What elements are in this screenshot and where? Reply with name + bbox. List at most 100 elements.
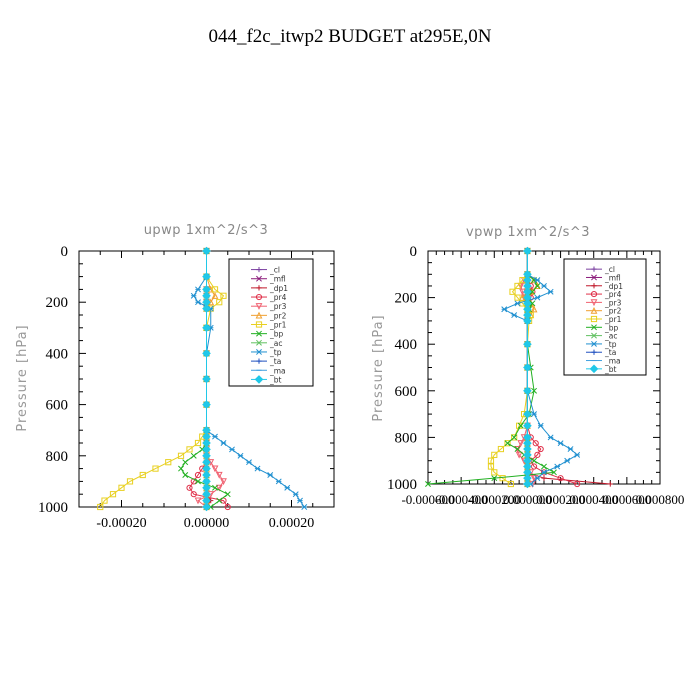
vpwp-point	[514, 294, 521, 301]
upwp-y-axis-label: Pressure [hPa]	[15, 324, 30, 431]
upwp-legend-marker	[255, 293, 263, 301]
figure-title: 044_f2c_itwp2 BUDGET at295E,0N	[208, 26, 491, 47]
vpwp-legend-label: _pr3	[604, 298, 622, 307]
upwp-legend-marker	[256, 339, 262, 346]
vpwp-point	[541, 282, 547, 289]
upwp-point	[212, 484, 218, 491]
vpwp-legend-marker	[591, 274, 597, 281]
upwp-point	[194, 439, 202, 447]
upwp-point	[216, 497, 223, 504]
upwp-legend-marker	[256, 349, 262, 355]
vpwp-point	[523, 316, 532, 326]
upwp-legend-marker	[255, 311, 263, 319]
vpwp-point	[541, 475, 547, 481]
upwp-legend-entry: _pr1	[251, 321, 287, 330]
upwp-legend-label: _mfl	[269, 275, 286, 284]
upwp-point	[126, 478, 134, 485]
upwp-point	[165, 459, 172, 466]
vpwp-legend-entry: _mfl	[586, 273, 621, 282]
upwp-legend-marker	[255, 303, 263, 310]
vpwp-point	[537, 422, 544, 429]
vpwp-point	[557, 440, 564, 447]
vpwp-point	[541, 463, 547, 470]
vpwp-legend-marker	[590, 315, 598, 323]
upwp-legend-entry: _pr3	[251, 302, 287, 311]
vpwp-point	[523, 421, 532, 431]
vpwp-y-tick-label: 800	[395, 430, 418, 446]
vpwp-legend-entry: _ma	[586, 357, 621, 366]
upwp-legend-entry: _ac	[251, 339, 282, 348]
vpwp-point	[574, 480, 581, 488]
upwp-point	[186, 446, 193, 453]
vpwp-point	[523, 246, 532, 256]
upwp-point	[267, 472, 274, 478]
vpwp-legend-label: _tp	[604, 340, 617, 349]
upwp-legend-entry: _ta	[251, 357, 281, 366]
upwp-point	[254, 465, 261, 472]
vpwp-legend-box	[563, 258, 647, 376]
upwp-point	[139, 471, 146, 479]
upwp-legend-entry: _pr2	[251, 311, 287, 320]
upwp-point	[109, 491, 117, 498]
vpwp-line-bp	[427, 251, 556, 485]
upwp-subtitle: upwp 1xm^2/s^3	[144, 223, 269, 238]
upwp-legend-label: _bt	[269, 375, 282, 384]
vpwp-legend-marker	[591, 332, 597, 339]
upwp-legend-entry: _bp	[251, 330, 284, 339]
upwp-point	[215, 484, 223, 492]
vpwp-legend-entry: _pr2	[586, 307, 622, 316]
upwp-y-tick-label: 1000	[38, 500, 68, 516]
upwp-y-ticks: 0 200 400 600 800 1000	[38, 244, 334, 516]
upwp-point	[224, 491, 231, 498]
upwp-legend-entry: _bt	[251, 375, 282, 384]
vpwp-point	[532, 440, 539, 447]
upwp-legend-label: _pr2	[269, 311, 287, 320]
vpwp-point	[499, 475, 506, 482]
upwp-point	[301, 504, 308, 510]
upwp-y-tick-label: 200	[46, 295, 69, 311]
vpwp-legend-marker	[591, 266, 597, 272]
vpwp-x-tick-label: -0.000200	[468, 492, 521, 507]
upwp-legend-entry: _mfl	[251, 275, 286, 284]
vpwp-point	[511, 312, 518, 319]
vpwp-y-tick-label: 600	[395, 384, 418, 400]
upwp-legend: _cl_mfl_dp1_pr4_pr3_pr2_pr1_bp_ac_tp_ta _…	[228, 258, 314, 387]
upwp-point	[97, 503, 104, 511]
vpwp-point	[523, 479, 532, 489]
upwp-x-tick-label: -0.00020	[96, 516, 146, 531]
vpwp-legend-marker	[591, 283, 597, 289]
upwp-point	[202, 304, 211, 313]
vpwp-legend-label: _bt	[604, 365, 617, 374]
upwp-legend-label: _pr3	[269, 302, 287, 311]
upwp-legend-label: _cl	[269, 266, 280, 275]
vpwp-point	[517, 282, 525, 290]
vpwp-legend-label: _pr1	[604, 315, 622, 324]
vpwp-legend-entry: _pr3	[586, 298, 622, 307]
vpwp-point	[514, 446, 521, 453]
vpwp-legend-entry: _tp	[586, 340, 617, 349]
vpwp-legend-label: _dp1	[604, 282, 623, 291]
upwp-legend-marker	[256, 358, 262, 364]
vpwp-point	[557, 475, 564, 482]
upwp-series-bt	[202, 246, 211, 512]
upwp-point	[182, 472, 189, 478]
vpwp-point	[517, 440, 525, 447]
upwp-point	[229, 446, 235, 453]
vpwp-legend-entry: _pr4	[586, 290, 622, 299]
vpwp-point	[487, 463, 495, 470]
vpwp-point	[534, 282, 541, 289]
upwp-legend-entry: _tp	[251, 348, 282, 357]
vpwp-legend-marker	[590, 306, 598, 314]
vpwp-legend-label: _pr2	[604, 307, 622, 316]
upwp-y-tick-label: 800	[46, 449, 69, 465]
vpwp-point	[531, 411, 538, 418]
vpwp-point	[501, 306, 508, 313]
vpwp-point	[523, 409, 532, 419]
upwp-y-tick-label: 0	[61, 244, 69, 260]
upwp-point	[237, 452, 244, 459]
upwp-legend-marker	[256, 266, 262, 273]
upwp-legend-label: _dp1	[269, 284, 288, 293]
vpwp-point	[504, 440, 511, 447]
upwp-legend-entry: _pr4	[251, 293, 287, 302]
